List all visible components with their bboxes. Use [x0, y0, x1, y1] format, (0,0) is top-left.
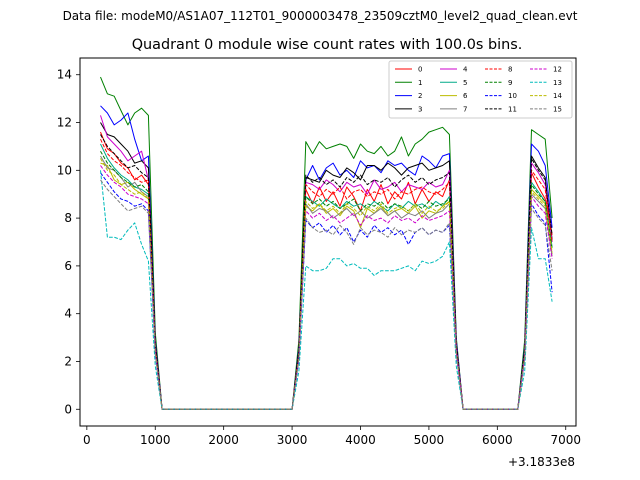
series-line-3 [100, 122, 553, 410]
legend-label-13: 13 [553, 79, 562, 87]
x-tick-label: 0 [83, 433, 91, 447]
x-tick-label: 7000 [550, 433, 581, 447]
y-tick-label: 10 [57, 163, 72, 177]
series-line-5 [100, 143, 553, 410]
y-tick-label: 8 [64, 211, 72, 225]
series-line-12 [100, 165, 553, 410]
legend-label-14: 14 [553, 92, 562, 100]
series-line-7 [100, 155, 553, 410]
legend-label-11: 11 [508, 105, 517, 113]
series-line-4 [100, 115, 553, 410]
legend-box [388, 60, 573, 119]
legend-label-8: 8 [508, 66, 512, 74]
legend-label-7: 7 [463, 105, 467, 113]
legend-label-2: 2 [418, 92, 422, 100]
x-tick-label: 3000 [277, 433, 308, 447]
y-tick-label: 4 [64, 307, 72, 321]
x-tick-label: 5000 [414, 433, 445, 447]
series-line-14 [100, 158, 553, 410]
series-line-15 [100, 179, 553, 410]
series-line-1 [100, 76, 553, 410]
legend-label-5: 5 [463, 79, 467, 87]
series-layer [100, 76, 553, 410]
x-tick-label: 1000 [140, 433, 171, 447]
y-tick-label: 14 [57, 68, 72, 82]
y-tick-label: 12 [57, 116, 72, 130]
y-tick-label: 6 [64, 259, 72, 273]
x-tick-label: 2000 [208, 433, 239, 447]
legend-label-4: 4 [463, 66, 468, 74]
chart-title: Quadrant 0 module wise count rates with … [132, 37, 523, 53]
figure-suptitle: Data file: modeM0/AS1A07_112T01_90000034… [63, 9, 578, 23]
legend-label-15: 15 [553, 105, 562, 113]
legend-label-0: 0 [418, 66, 422, 74]
series-line-2 [100, 105, 553, 410]
legend-label-1: 1 [418, 79, 422, 87]
series-line-13 [100, 170, 553, 410]
x-tick-label: 4000 [345, 433, 376, 447]
series-line-0 [100, 131, 553, 410]
series-line-11 [100, 134, 553, 410]
y-tick-label: 0 [64, 402, 72, 416]
series-line-10 [100, 172, 553, 410]
y-tick-label: 2 [64, 354, 72, 368]
legend-label-6: 6 [463, 92, 468, 100]
legend-label-3: 3 [418, 105, 422, 113]
x-offset-label: +3.1833e8 [508, 455, 575, 469]
legend-label-12: 12 [553, 66, 562, 74]
legend-label-10: 10 [508, 92, 517, 100]
legend-label-9: 9 [508, 79, 512, 87]
x-tick-label: 6000 [482, 433, 513, 447]
plot-frame [79, 57, 577, 427]
series-line-6 [100, 162, 553, 410]
